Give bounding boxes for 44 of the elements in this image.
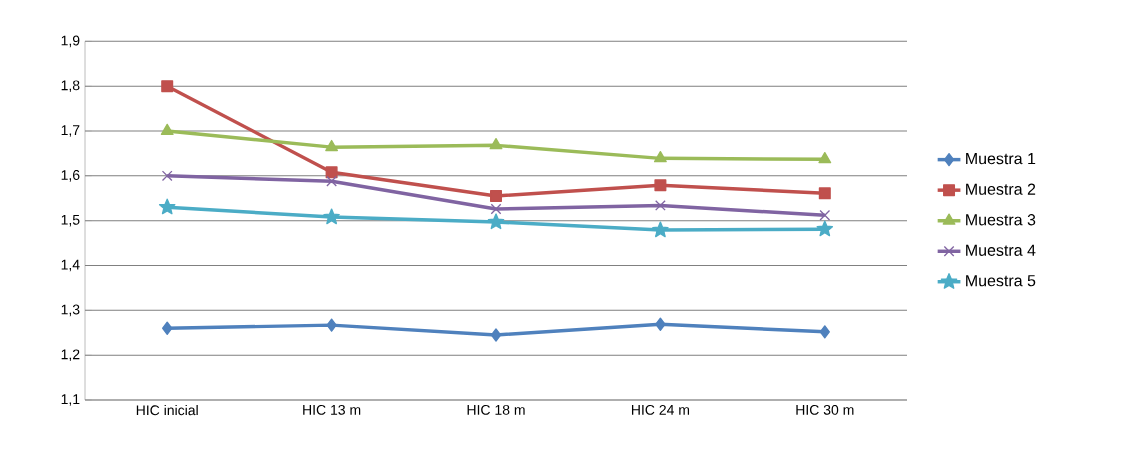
point xyxy=(489,138,503,150)
point xyxy=(816,220,834,237)
x-tick-label: HIC 13 m xyxy=(303,404,361,415)
x-tick-label: HIC 18 m xyxy=(467,404,525,415)
legend-label: Muestra 4 xyxy=(966,244,1036,256)
legend-label: Muestra 3 xyxy=(966,214,1036,226)
x-tick-label: HIC 24 m xyxy=(631,404,690,415)
point xyxy=(323,208,340,225)
x-tick-label: HIC inicial xyxy=(136,404,198,416)
point xyxy=(818,187,831,200)
point xyxy=(819,325,830,339)
point xyxy=(655,200,666,211)
x-tick-label: HIC 30 m xyxy=(796,404,854,415)
point xyxy=(818,151,832,164)
y-tick-label: 1,9 xyxy=(61,35,80,48)
y-tick-label: 1,4 xyxy=(61,259,80,272)
point xyxy=(325,166,338,179)
point xyxy=(160,123,174,136)
y-tick-label: 1,5 xyxy=(61,214,80,227)
point xyxy=(819,209,831,221)
y-tick-label: 1,7 xyxy=(61,125,80,137)
point xyxy=(487,213,505,230)
point xyxy=(490,203,502,215)
point xyxy=(161,80,174,93)
point xyxy=(161,170,173,182)
legend-label: Muestra 5 xyxy=(966,275,1036,287)
y-tick-label: 1,2 xyxy=(61,349,80,361)
y-tick-label: 1,1 xyxy=(61,394,80,406)
point xyxy=(654,179,667,192)
point xyxy=(653,151,667,163)
y-tick-label: 1,8 xyxy=(61,80,80,92)
point xyxy=(326,318,337,332)
point xyxy=(325,139,339,152)
point xyxy=(490,328,502,342)
point xyxy=(655,317,666,331)
y-tick-label: 1,6 xyxy=(61,170,80,182)
point xyxy=(162,321,173,335)
point xyxy=(326,175,337,187)
legend-label: Muestra 1 xyxy=(966,153,1036,165)
y-tick-label: 1,3 xyxy=(61,304,80,317)
point xyxy=(652,221,669,238)
point xyxy=(490,190,503,203)
legend-label: Muestra 2 xyxy=(966,183,1036,195)
point xyxy=(158,198,176,215)
